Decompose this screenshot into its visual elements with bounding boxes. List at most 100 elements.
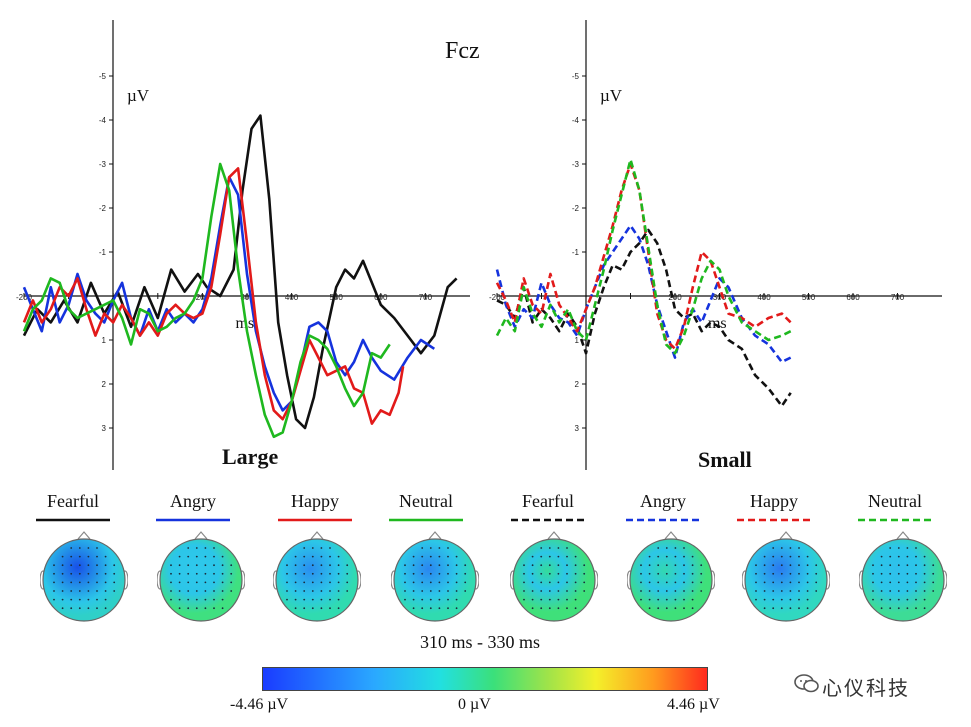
electrode-dot — [195, 555, 198, 558]
electrode-dot — [648, 590, 651, 592]
electrode-dot — [213, 581, 215, 584]
legend-line-sample — [737, 518, 811, 522]
electrode-dot — [691, 572, 694, 575]
electrode-dot — [872, 590, 874, 592]
electrode-dot — [780, 590, 783, 592]
electrode-dot — [648, 572, 651, 575]
electrode-dot — [87, 590, 90, 592]
electrode-dot — [170, 598, 172, 601]
y-tick-label: -2 — [99, 204, 107, 213]
electrode-dot — [412, 590, 415, 592]
electrode-dot — [657, 564, 660, 567]
electrode-dot — [104, 590, 107, 592]
electrode-dot — [789, 598, 792, 601]
electrode-dot — [294, 607, 297, 610]
electrode-dot — [311, 572, 314, 575]
electrode-dot — [557, 607, 560, 610]
electrode-dot — [230, 581, 233, 584]
electrode-dot — [70, 598, 73, 601]
electrode-dot — [583, 572, 586, 575]
electrode-dot — [438, 598, 441, 601]
electrode-dot — [574, 607, 577, 610]
legend-line-sample — [156, 518, 230, 522]
electrode-dot — [230, 572, 233, 575]
electrode-dot — [404, 572, 406, 575]
legend-large-angry: Angry — [138, 491, 248, 523]
electrode-dot — [566, 547, 568, 549]
electrode-dot — [412, 555, 415, 558]
electrode-dot — [320, 581, 323, 584]
electrode-dot — [337, 590, 340, 592]
electrode-dot — [455, 572, 458, 575]
electrode-dot — [78, 590, 81, 592]
electrode-dot — [221, 555, 224, 558]
electrode-dot — [780, 564, 783, 567]
electrode-dot — [691, 581, 694, 584]
electrode-dot — [906, 598, 909, 601]
electrode-dot — [798, 547, 800, 549]
x-tick-label: 200 — [196, 293, 210, 302]
electrode-dot — [880, 572, 883, 575]
electrode-dot — [204, 564, 207, 567]
electrode-dot — [657, 547, 660, 549]
electrode-dot — [889, 555, 892, 558]
electrode-dot — [906, 581, 909, 584]
panel-small: -200 200 300 400 500 600 700 -5 -4 -3 -2 -1 1 2 3 µV ms — [489, 20, 942, 470]
electrode-dot — [932, 564, 935, 567]
electrode-dot — [78, 547, 81, 549]
electrode-dot — [195, 581, 198, 584]
electrode-dot — [755, 564, 757, 567]
legend-line-sample — [278, 518, 352, 522]
legend-small-neutral: Neutral — [840, 491, 950, 523]
legend-small-angry: Angry — [608, 491, 718, 523]
electrode-dot — [195, 607, 198, 610]
electrode-dot — [763, 590, 766, 592]
electrode-dot — [204, 555, 207, 558]
electrode-dot — [665, 564, 668, 567]
electrode-dot — [789, 572, 792, 575]
electrode-dot — [87, 581, 90, 584]
electrode-dot — [303, 547, 306, 549]
colorbar-max-label: 4.46 µV — [667, 696, 720, 713]
electrode-dot — [346, 572, 349, 575]
electrode-dot — [346, 581, 349, 584]
electrode-dot — [674, 572, 677, 575]
electrode-dot — [815, 572, 818, 575]
electrode-dot — [806, 564, 809, 567]
electrode-dot — [96, 607, 98, 610]
electrode-dot — [772, 572, 775, 575]
colorbar-mid-label: 0 µV — [458, 696, 491, 713]
electrode-dot — [657, 572, 660, 575]
electrode-dot — [665, 590, 668, 592]
electrode-dot — [187, 598, 190, 601]
electrode-dot — [70, 547, 73, 549]
electrode-dot — [665, 572, 668, 575]
y-tick-label: -3 — [99, 160, 107, 169]
electrode-dot — [755, 598, 757, 601]
legend-label: Fearful — [47, 491, 99, 511]
electrode-dot — [286, 590, 288, 592]
legend-line-sample — [36, 518, 110, 522]
electrode-dot — [455, 590, 458, 592]
electrode-dot — [889, 581, 892, 584]
electrode-dot — [889, 547, 892, 549]
electrode-dot — [923, 572, 926, 575]
electrode-dot — [346, 564, 349, 567]
electrode-dot — [429, 581, 432, 584]
electrode-dot — [763, 572, 766, 575]
electrode-dot — [178, 555, 181, 558]
electrode-dot — [70, 572, 73, 575]
electrode-dot — [429, 598, 432, 601]
electrode-dot — [923, 598, 926, 601]
electrode-dot — [806, 572, 809, 575]
electrode-dot — [329, 572, 331, 575]
electrode-dot — [798, 572, 800, 575]
electrode-dot — [96, 581, 98, 584]
electrode-dot — [204, 547, 207, 549]
x-tick-label: -200 — [489, 293, 506, 302]
electrode-dot — [665, 598, 668, 601]
electrode-dot — [447, 555, 449, 558]
electrode-dot — [421, 555, 424, 558]
legend-line-sample — [626, 518, 700, 522]
